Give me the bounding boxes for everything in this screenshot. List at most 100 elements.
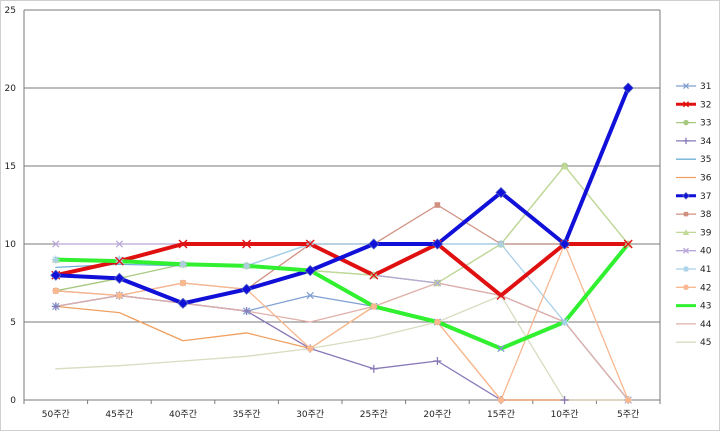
- series-line-43: [53, 242, 631, 351]
- legend-item-37: 37: [676, 192, 711, 202]
- point-39-8: [560, 162, 569, 170]
- legend-label-37: 37: [700, 192, 711, 202]
- point-41-8: [560, 318, 569, 326]
- point-32-3: [242, 239, 252, 249]
- legend-item-33: 33: [676, 119, 711, 129]
- legend-marker-32: [682, 101, 690, 108]
- legend-label-41: 41: [700, 265, 711, 275]
- y-tick-label-15: 15: [5, 162, 16, 172]
- point-37-7: [495, 186, 507, 199]
- point-42-5: [370, 303, 378, 310]
- point-34-0: [51, 302, 60, 311]
- x-tick-label-2: 40주간: [169, 409, 197, 420]
- legend-item-35: 35: [676, 155, 711, 165]
- legend-item-44: 44: [676, 320, 712, 330]
- point-41-2: [179, 260, 187, 269]
- point-42-2: [179, 279, 187, 287]
- point-31-7: [497, 344, 505, 353]
- series-lines: [53, 86, 631, 401]
- x-tick-label-0: 50주간: [42, 409, 70, 420]
- point-41-7: [497, 240, 505, 248]
- legend-label-31: 31: [700, 82, 711, 92]
- point-34-6: [433, 357, 442, 365]
- legend-item-31: 31: [676, 82, 711, 92]
- legend-label-32: 32: [700, 100, 711, 110]
- legend-item-45: 45: [676, 338, 711, 348]
- legend-label-39: 39: [700, 228, 712, 238]
- point-41-1: [115, 255, 124, 264]
- point-41-3: [242, 261, 251, 270]
- x-tick-label-5: 25주간: [360, 409, 388, 420]
- x-axis: 50주간 45주간 40주간 35주간 30주간 25주간 20주간 15주간 10주간 5주간: [23, 399, 661, 420]
- legend-label-40: 40: [700, 247, 712, 257]
- point-42-6: [434, 318, 441, 326]
- point-34-3: [242, 307, 251, 316]
- point-40-0: [52, 240, 60, 248]
- legend-label-35: 35: [700, 155, 711, 165]
- x-tick-label-9: 5주간: [617, 409, 639, 420]
- y-tick-label-10: 10: [5, 240, 17, 250]
- point-37-4: [304, 264, 316, 277]
- y-tick-label-20: 20: [5, 84, 17, 94]
- legend-marker-38: [683, 211, 689, 217]
- legend-item-39: 39: [676, 228, 712, 238]
- legend-marker-37: [682, 192, 690, 200]
- x-tick-label-4: 30주간: [296, 409, 324, 420]
- legend-label-36: 36: [700, 174, 712, 184]
- legend-label-38: 38: [700, 210, 712, 220]
- point-34-8: [560, 396, 569, 404]
- point-32-5: [369, 270, 379, 280]
- point-37-3: [241, 283, 253, 295]
- legend-marker-34: [682, 137, 690, 145]
- y-axis: 0 5 10 15 20 25: [5, 6, 661, 406]
- legend-marker-31: [682, 82, 690, 90]
- point-37-2: [177, 297, 189, 309]
- legend-marker-42: [683, 284, 689, 291]
- series-line-44: [55, 282, 629, 401]
- point-32-9: [623, 239, 633, 249]
- series-markers: [50, 82, 634, 404]
- legend-item-36: 36: [676, 174, 712, 184]
- legend-item-43: 43: [676, 302, 711, 312]
- legend-item-41: 41: [676, 265, 711, 275]
- legend-label-44: 44: [700, 320, 712, 330]
- point-37-5: [368, 238, 380, 250]
- point-42-7: [497, 396, 505, 404]
- series-line-32: [53, 242, 631, 298]
- legend-item-42: 42: [676, 283, 711, 293]
- y-tick-label-25: 25: [5, 6, 16, 16]
- x-tick-label-1: 45주간: [105, 409, 133, 420]
- point-37-6: [431, 238, 443, 250]
- legend-label-34: 34: [700, 137, 712, 147]
- series-line-45: [55, 294, 629, 401]
- point-41-0: [51, 255, 60, 264]
- legend-marker-41: [682, 265, 690, 273]
- point-37-0: [50, 269, 62, 281]
- legend: 31 32 33 34 35 36 37 38 39 40 41 42 43 44 45: [676, 82, 712, 348]
- point-32-4: [305, 239, 315, 249]
- point-42-1: [116, 292, 123, 299]
- point-32-1: [114, 256, 124, 266]
- legend-label-33: 33: [700, 119, 711, 129]
- legend-item-32: 32: [676, 100, 711, 110]
- point-32-2: [178, 239, 188, 249]
- series-line-37: [53, 86, 631, 306]
- legend-marker-33: [683, 119, 689, 126]
- legend-item-34: 34: [676, 137, 712, 147]
- point-37-1: [113, 272, 125, 284]
- legend-label-42: 42: [700, 283, 711, 293]
- x-tick-label-3: 35주간: [233, 409, 261, 420]
- legend-item-40: 40: [676, 247, 712, 257]
- x-tick-label-6: 20주간: [423, 409, 451, 420]
- point-34-5: [369, 364, 378, 373]
- point-37-9: [622, 82, 634, 94]
- y-tick-label-0: 0: [10, 396, 16, 406]
- point-40-1: [115, 240, 124, 248]
- point-40-6: [433, 279, 442, 287]
- x-tick-label-7: 15주간: [487, 409, 515, 420]
- point-38-6: [434, 202, 441, 208]
- legend-marker-40: [682, 247, 690, 254]
- point-32-7: [496, 291, 506, 300]
